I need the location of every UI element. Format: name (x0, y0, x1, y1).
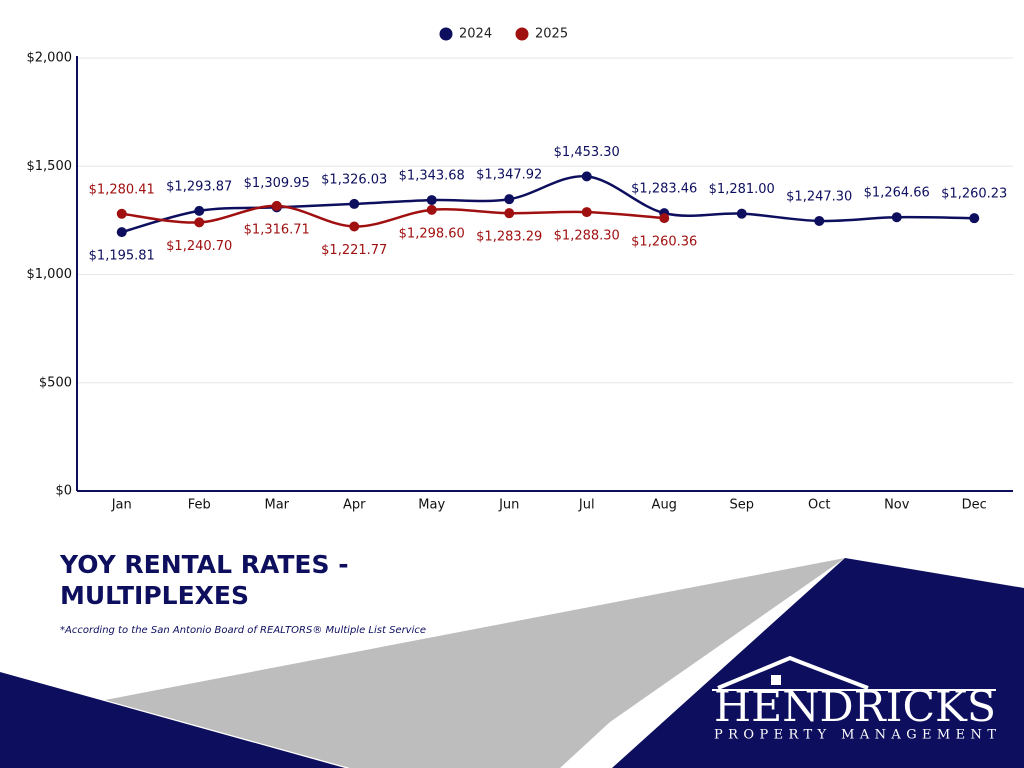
x-tick-label: Aug (652, 498, 677, 513)
y-tick-label: $2,000 (27, 51, 73, 66)
data-label: $1,283.29 (476, 230, 542, 245)
logo-window (771, 675, 781, 685)
data-label: $1,283.46 (631, 182, 697, 197)
data-label: $1,298.60 (399, 226, 465, 241)
footnote: *According to the San Antonio Board of R… (60, 625, 426, 636)
x-tick-label: Mar (264, 498, 289, 513)
data-label: $1,288.30 (554, 229, 620, 244)
legend-marker (439, 27, 453, 41)
x-tick-label: Feb (188, 498, 211, 513)
x-tick-label: Nov (884, 498, 910, 513)
y-tick-label: $500 (39, 375, 72, 390)
legend-marker (515, 27, 529, 41)
x-tick-label: Sep (729, 498, 754, 513)
data-point (116, 208, 127, 219)
data-point (426, 195, 437, 206)
x-tick-label: Jan (111, 498, 132, 513)
legend-label: 2024 (459, 27, 492, 42)
data-point (969, 213, 980, 224)
data-label: $1,309.95 (244, 176, 310, 191)
x-tick-label: Oct (808, 498, 830, 513)
data-point (194, 217, 205, 228)
data-point (194, 205, 205, 216)
data-label: $1,247.30 (786, 189, 852, 204)
data-label: $1,343.68 (399, 169, 465, 184)
data-point (504, 208, 515, 219)
x-tick-label: Dec (962, 498, 987, 513)
data-point (736, 208, 747, 219)
data-label: $1,264.66 (864, 186, 930, 201)
data-label: $1,240.70 (166, 239, 232, 254)
logo-name: HENDRICKS (714, 682, 996, 731)
data-label: $1,347.92 (476, 168, 542, 183)
legend-label: 2025 (535, 27, 568, 42)
y-tick-label: $0 (55, 484, 72, 499)
data-point (814, 215, 825, 226)
data-point (116, 227, 127, 238)
title-line-1: YOY RENTAL RATES - (59, 550, 349, 579)
data-point (891, 212, 902, 223)
data-label: $1,221.77 (321, 243, 387, 258)
data-point (581, 207, 592, 218)
data-label: $1,326.03 (321, 172, 387, 187)
x-tick-label: Apr (343, 498, 366, 513)
data-point (581, 171, 592, 182)
decor-navy-right (612, 558, 1024, 768)
data-point (349, 221, 360, 232)
x-tick-label: Jul (578, 498, 595, 513)
data-label: $1,260.36 (631, 235, 697, 250)
logo-roof (717, 655, 869, 690)
data-label: $1,260.23 (941, 187, 1007, 202)
decor-gray (105, 558, 845, 768)
data-label: $1,453.30 (554, 145, 620, 160)
series-line (121, 204, 665, 228)
data-label: $1,281.00 (709, 182, 775, 197)
data-point (349, 198, 360, 209)
data-label: $1,293.87 (166, 179, 232, 194)
data-point (426, 204, 437, 215)
data-label: $1,316.71 (244, 222, 310, 237)
data-label: $1,195.81 (89, 249, 155, 264)
y-tick-label: $1,500 (27, 159, 73, 174)
title-line-2: MULTIPLEXES (60, 581, 249, 610)
decor-navy-left (0, 672, 345, 768)
x-tick-label: Jun (498, 498, 519, 513)
data-point (504, 194, 515, 205)
data-point (659, 213, 670, 224)
data-point (271, 200, 282, 211)
x-tick-label: May (418, 498, 445, 513)
y-tick-label: $1,000 (27, 267, 73, 282)
data-label: $1,280.41 (89, 182, 155, 197)
